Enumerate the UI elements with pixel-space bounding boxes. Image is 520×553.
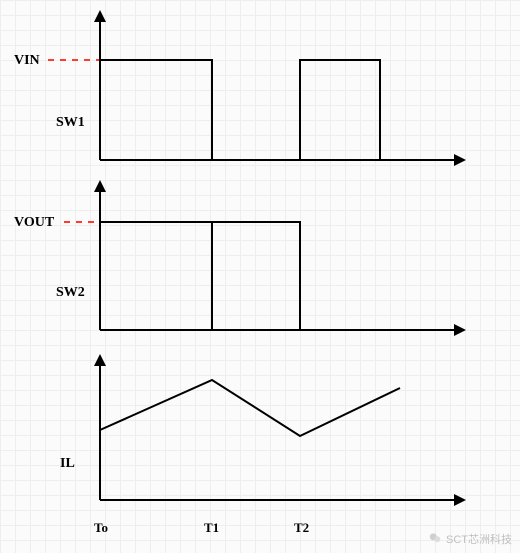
vin-label: VIN (14, 53, 40, 69)
time-label-t0: To (94, 520, 108, 536)
vout-label: VOUT (14, 215, 54, 231)
il-panel (0, 0, 520, 553)
waveform-diagram: VIN SW1 VOUT SW2 IL To T1 T2 SCT芯洲科技 (0, 0, 520, 553)
il-waveform (100, 380, 400, 436)
watermark: SCT芯洲科技 (428, 531, 512, 547)
wechat-icon (428, 532, 442, 546)
time-label-t2: T2 (294, 520, 309, 536)
watermark-text: SCT芯洲科技 (446, 531, 512, 547)
time-label-t1: T1 (204, 520, 219, 536)
sw1-label: SW1 (56, 115, 85, 131)
il-label: IL (60, 456, 75, 472)
sw2-label: SW2 (56, 285, 85, 301)
